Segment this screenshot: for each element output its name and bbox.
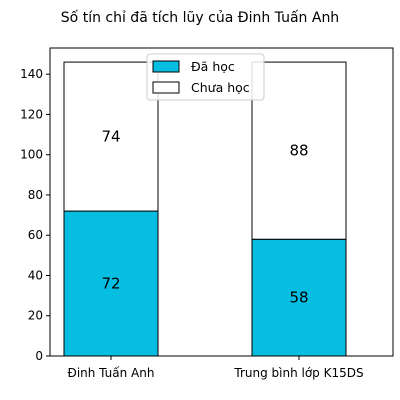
y-tick-label: 60	[28, 228, 43, 242]
legend-label: Chưa học	[191, 80, 250, 95]
legend-label: Đã học	[191, 59, 235, 74]
legend: Đã học Chưa học	[147, 54, 264, 100]
legend-swatch	[153, 82, 179, 93]
data-label: 72	[101, 275, 120, 293]
data-label: 58	[289, 289, 308, 307]
x-tick-label: Trung bình lớp K15DS	[233, 366, 363, 380]
y-tick-label: 120	[20, 107, 43, 121]
chart-title: Số tín chỉ đã tích lũy của Đinh Tuấn Anh	[61, 9, 339, 26]
y-tick-label: 20	[28, 309, 43, 323]
x-tick-label: Đinh Tuấn Anh	[68, 366, 155, 380]
bars-layer	[64, 62, 346, 356]
y-tick-label: 80	[28, 188, 43, 202]
y-tick-label: 100	[20, 148, 43, 162]
data-label: 88	[289, 142, 308, 160]
y-tick-label: 40	[28, 268, 43, 282]
data-label: 74	[101, 128, 120, 146]
y-tick-label: 140	[20, 67, 43, 81]
legend-swatch	[153, 61, 179, 72]
y-tick-label: 0	[35, 349, 43, 363]
